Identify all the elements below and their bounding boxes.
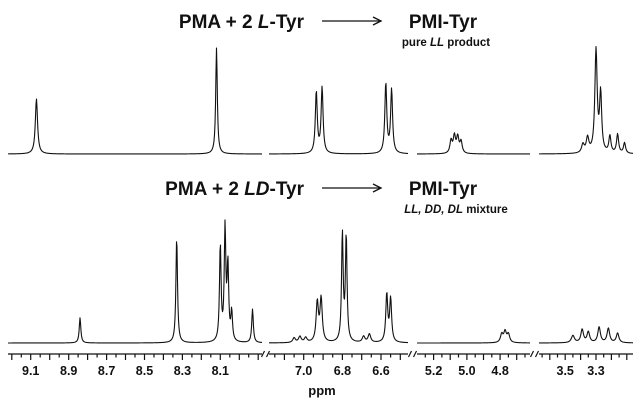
tick-label: 7.0	[295, 364, 312, 378]
ppm-axis: 9.1 8.9 8.7 8.5 8.3 8.1 7.0 6.8 6.6 5.2 5.0 4.8 3.5 3…	[8, 350, 633, 378]
reaction-bottom-arrowhead	[372, 183, 383, 193]
axis-break-1-b	[265, 350, 271, 358]
tick-label: 8.7	[98, 364, 115, 378]
reaction-bottom-note: LL, DD, DL mixture	[404, 204, 508, 216]
spectrum-trace-p2-s4	[538, 326, 633, 344]
spectra	[7, 45, 633, 344]
reaction-bottom: PMA + 2 LD-Tyr PMI-Tyr LL, DD, DL mixtur…	[165, 179, 508, 216]
reaction-top: PMA + 2 L-Tyr PMI-Tyr pure LL product	[179, 12, 490, 49]
spectrum-trace-p1-s4	[538, 45, 633, 155]
tick-label: 8.1	[212, 364, 229, 378]
reaction-bottom-reactants: PMA + 2 LD-Tyr	[165, 179, 304, 200]
spectrum-trace-p2-s3	[416, 328, 531, 344]
reaction-bottom-product: PMI-Tyr	[409, 179, 478, 200]
axis-break-1	[260, 350, 266, 358]
tick-label: 8.5	[136, 364, 153, 378]
spectrum-trace-p2-s1	[7, 219, 263, 344]
reaction-top-note: pure LL product	[402, 37, 490, 49]
spectrum-trace-p1-s2	[268, 82, 409, 155]
tick-label: 6.6	[372, 364, 389, 378]
spectrum-trace-p2-s2	[268, 229, 409, 344]
tick-label: 3.3	[587, 364, 604, 378]
axis-break-3	[529, 350, 535, 358]
tick-label: 4.8	[491, 364, 508, 378]
tick-label: 6.8	[334, 364, 351, 378]
tick-label: 5.0	[458, 364, 475, 378]
reaction-top-product: PMI-Tyr	[409, 12, 478, 33]
spectrum-trace-p1-s3	[416, 132, 531, 155]
axis-break-3-b	[534, 350, 540, 358]
tick-label: 3.5	[557, 364, 574, 378]
tick-label: 5.2	[425, 364, 442, 378]
tick-label: 9.1	[22, 364, 39, 378]
tick-label: 8.3	[174, 364, 191, 378]
x-axis-title: ppm	[308, 383, 335, 398]
reaction-top-arrowhead	[372, 16, 383, 26]
tick-label: 8.9	[60, 364, 77, 378]
peak-p2-s1-2	[176, 236, 178, 238]
axis-break-2-b	[412, 350, 418, 358]
spectrum-trace-p1-s1	[7, 47, 263, 155]
axis-break-2	[407, 350, 413, 358]
reaction-top-reactants: PMA + 2 L-Tyr	[179, 12, 305, 33]
